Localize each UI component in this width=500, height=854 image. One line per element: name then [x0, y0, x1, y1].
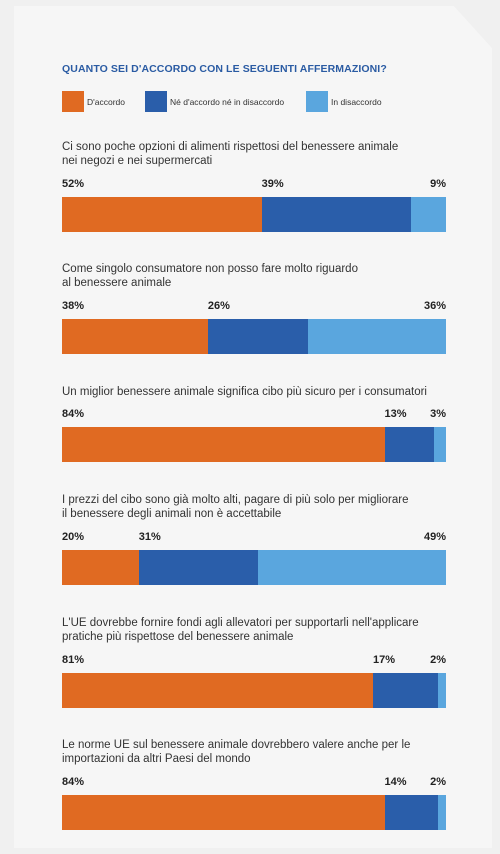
bar-segment-neutral: [207, 319, 308, 354]
percent-labels: 81% 17% 2%: [62, 654, 446, 668]
percent-label-agree: 84%: [62, 408, 85, 420]
percent-labels: 84% 14% 2%: [62, 776, 446, 790]
percent-labels: 20% 31% 49%: [62, 531, 446, 545]
percent-label-neutral: 39%: [261, 178, 284, 190]
statement-line-1: Come singolo consumatore non posso fare …: [62, 263, 358, 275]
statement-line-1: I prezzi del cibo sono già molto alti, p…: [62, 494, 409, 506]
percent-label-agree: 81%: [62, 654, 85, 666]
legend-swatch-agree: [62, 91, 84, 112]
statement-text: Ci sono poche opzioni di alimenti rispet…: [62, 140, 446, 168]
statement-line-2: al benessere animale: [62, 277, 172, 289]
statement-1: Ci sono poche opzioni di alimenti rispet…: [62, 140, 446, 232]
statement-2: Come singolo consumatore non posso fare …: [62, 262, 446, 354]
legend-label-agree: D'accordo: [87, 97, 126, 107]
bar-segment-neutral: [261, 197, 412, 232]
percent-label-agree: 38%: [62, 300, 85, 312]
statement-text: Le norme UE sul benessere animale dovreb…: [62, 738, 446, 766]
chart-title: QUANTO SEI D'ACCORDO CON LE SEGUENTI AFF…: [62, 63, 387, 75]
bar-segment-disagree: [307, 319, 446, 354]
stacked-bar: [62, 550, 446, 585]
bar-segment-disagree: [411, 197, 446, 232]
percent-label-disagree: 2%: [430, 776, 446, 788]
statement-text: Un miglior benessere animale significa c…: [62, 385, 446, 399]
legend-swatch-neutral: [145, 91, 167, 112]
percent-label-agree: 84%: [62, 776, 85, 788]
statement-line-2: il benessere degli animali non è accetta…: [62, 508, 282, 520]
bar-segment-neutral: [373, 673, 439, 708]
stacked-bar: [62, 795, 446, 830]
percent-label-disagree: 2%: [430, 654, 446, 666]
bar-segment-neutral: [138, 550, 258, 585]
stacked-bar: [62, 319, 446, 354]
bar-segment-neutral: [384, 795, 439, 830]
percent-label-disagree: 9%: [430, 178, 446, 190]
percent-label-neutral: 17%: [373, 654, 396, 666]
stacked-bar: [62, 427, 446, 462]
bar-segment-disagree: [438, 795, 446, 830]
bar-segment-agree: [62, 673, 374, 708]
percent-label-neutral: 31%: [138, 531, 161, 543]
statement-line-2: importazioni da altri Paesi del mondo: [62, 753, 251, 765]
stacked-bar: [62, 197, 446, 232]
statement-6: Le norme UE sul benessere animale dovreb…: [62, 738, 446, 830]
bar-segment-agree: [62, 795, 385, 830]
percent-label-agree: 52%: [62, 178, 85, 190]
bar-segment-neutral: [384, 427, 435, 462]
statement-text: L'UE dovrebbe fornire fondi agli allevat…: [62, 616, 446, 644]
percent-labels: 38% 26% 36%: [62, 300, 446, 314]
statement-line-2: nei negozi e nei supermercati: [62, 155, 213, 167]
statement-line-1: L'UE dovrebbe fornire fondi agli allevat…: [62, 617, 419, 629]
stacked-bar: [62, 673, 446, 708]
percent-label-agree: 20%: [62, 531, 85, 543]
legend-label-disagree: In disaccordo: [331, 97, 382, 107]
bar-segment-agree: [62, 550, 139, 585]
percent-label-neutral: 26%: [207, 300, 230, 312]
statement-line-1: Un miglior benessere animale significa c…: [62, 386, 427, 398]
bar-segment-disagree: [257, 550, 446, 585]
percent-label-neutral: 13%: [384, 408, 407, 420]
legend-label-neutral: Né d'accordo né in disaccordo: [170, 97, 285, 107]
percent-label-neutral: 14%: [384, 776, 407, 788]
statement-3: Un miglior benessere animale significa c…: [62, 385, 446, 462]
statement-line-1: Le norme UE sul benessere animale dovreb…: [62, 739, 411, 751]
bar-segment-agree: [62, 197, 262, 232]
percent-label-disagree: 49%: [423, 531, 446, 543]
statement-line-2: pratiche più rispettose del benessere an…: [62, 631, 294, 643]
bar-segment-agree: [62, 319, 208, 354]
percent-labels: 52% 39% 9%: [62, 178, 446, 192]
statement-line-1: Ci sono poche opzioni di alimenti rispet…: [62, 141, 399, 153]
statement-text: I prezzi del cibo sono già molto alti, p…: [62, 493, 446, 521]
percent-label-disagree: 3%: [430, 408, 446, 420]
legend-swatch-disagree: [306, 91, 328, 112]
percent-label-disagree: 36%: [423, 300, 446, 312]
bar-segment-agree: [62, 427, 385, 462]
percent-labels: 84% 13% 3%: [62, 408, 446, 422]
statement-5: L'UE dovrebbe fornire fondi agli allevat…: [62, 616, 446, 708]
statement-text: Come singolo consumatore non posso fare …: [62, 262, 446, 290]
statement-4: I prezzi del cibo sono già molto alti, p…: [62, 493, 446, 585]
bar-segment-disagree: [438, 673, 446, 708]
bar-segment-disagree: [434, 427, 446, 462]
